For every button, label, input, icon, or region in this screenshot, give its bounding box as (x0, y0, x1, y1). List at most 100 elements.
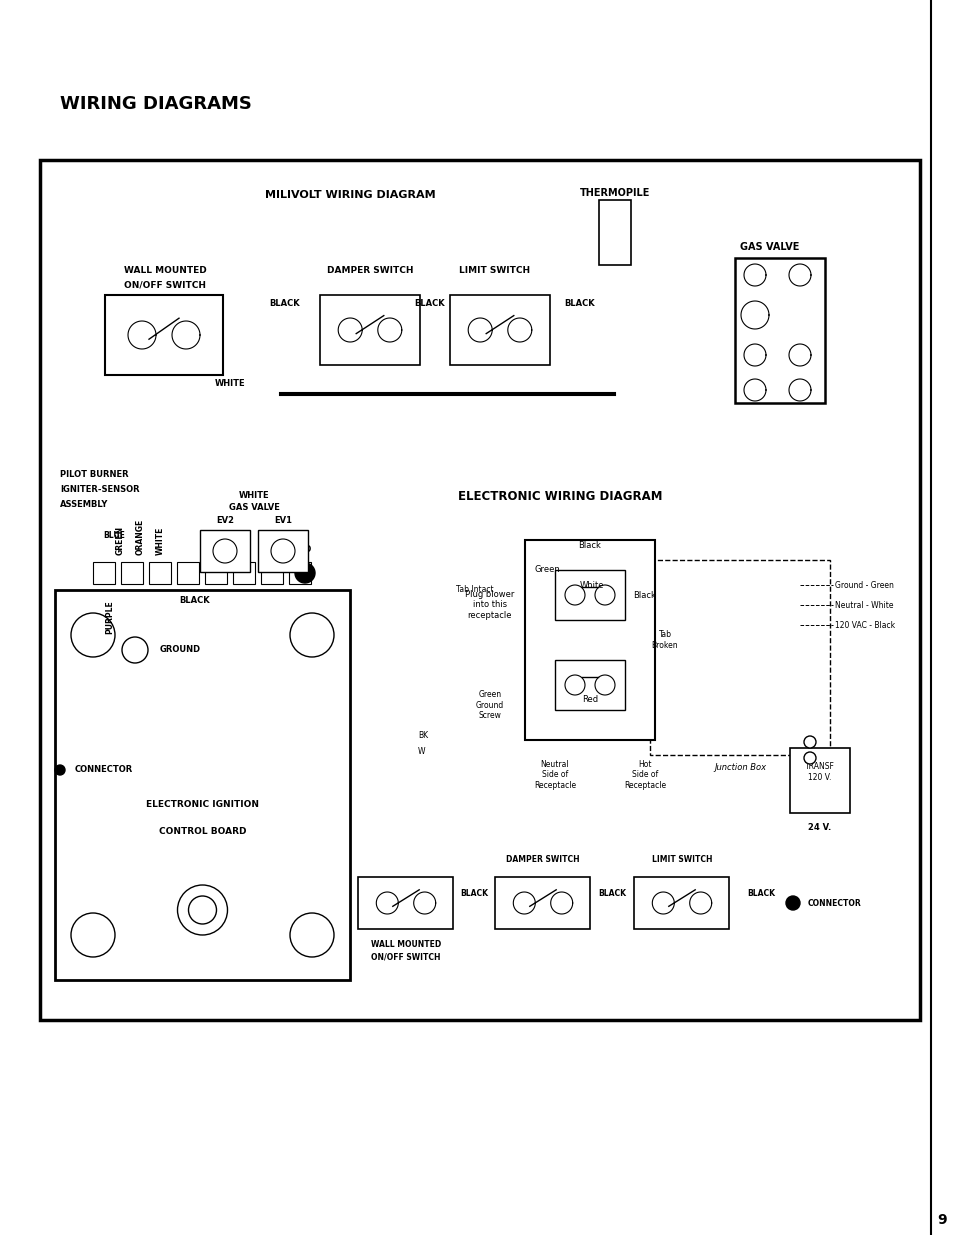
Text: 9: 9 (936, 1213, 945, 1228)
Text: 24 V.: 24 V. (807, 823, 831, 831)
Text: CONNECTOR: CONNECTOR (75, 766, 133, 774)
Text: W: W (417, 747, 425, 756)
Bar (789, 747, 849, 813)
Text: EV1: EV1 (274, 516, 292, 525)
Text: WHITE: WHITE (238, 492, 269, 500)
Text: Hot
Side of
Receptacle: Hot Side of Receptacle (623, 760, 665, 790)
Text: WHITE: WHITE (259, 546, 290, 555)
Circle shape (564, 585, 584, 605)
Text: Green: Green (535, 566, 560, 574)
Text: Neutral - White: Neutral - White (834, 600, 893, 610)
Text: PILOT BURNER: PILOT BURNER (60, 471, 129, 479)
Bar (598, 200, 630, 266)
Bar (450, 295, 550, 366)
Text: PURPLE: PURPLE (106, 600, 114, 634)
Bar (495, 877, 590, 929)
Bar (205, 562, 227, 584)
Bar (319, 295, 419, 366)
Text: WHITE: WHITE (155, 526, 164, 555)
Circle shape (189, 897, 216, 924)
Bar (280, 393, 615, 395)
Text: ASSEMBLY: ASSEMBLY (60, 500, 109, 509)
Text: BLACK: BLACK (460, 889, 488, 898)
Bar (55, 590, 350, 981)
Text: Tab Intact: Tab Intact (456, 585, 494, 594)
Bar (289, 562, 311, 584)
Text: Black: Black (633, 592, 656, 600)
Bar (634, 877, 729, 929)
Text: CONTROL BOARD: CONTROL BOARD (158, 827, 246, 836)
Text: BLACK: BLACK (415, 299, 445, 308)
Text: BLACK: BLACK (270, 299, 300, 308)
Circle shape (290, 613, 334, 657)
Circle shape (213, 538, 236, 563)
Text: White: White (579, 580, 604, 589)
Text: Ground - Green: Ground - Green (834, 580, 893, 589)
Text: IGNITER-SENSOR: IGNITER-SENSOR (60, 485, 139, 494)
Circle shape (177, 885, 227, 935)
Text: BLACK: BLACK (179, 597, 210, 605)
Circle shape (55, 764, 65, 776)
Text: ON/OFF SWITCH: ON/OFF SWITCH (371, 952, 440, 961)
Text: BLUE: BLUE (103, 531, 125, 540)
Circle shape (803, 736, 815, 748)
Bar (555, 659, 624, 710)
Circle shape (71, 613, 115, 657)
Circle shape (294, 563, 314, 583)
Bar (92, 562, 115, 584)
Text: GAS VALVE: GAS VALVE (229, 503, 279, 513)
Bar (200, 530, 250, 572)
Text: DAMPER SWITCH: DAMPER SWITCH (506, 855, 579, 864)
Text: Green
Ground
Screw: Green Ground Screw (476, 690, 503, 720)
Circle shape (803, 752, 815, 764)
Text: GREEN: GREEN (115, 526, 125, 555)
Text: GAS VALVE: GAS VALVE (740, 242, 799, 252)
Text: 120 VAC - Black: 120 VAC - Black (834, 620, 894, 630)
Bar (555, 571, 624, 620)
Bar (257, 530, 308, 572)
Bar (177, 562, 199, 584)
Text: TRANSF
120 V.: TRANSF 120 V. (804, 762, 834, 782)
Text: WALL MOUNTED: WALL MOUNTED (124, 266, 206, 275)
Text: ON/OFF SWITCH: ON/OFF SWITCH (124, 280, 206, 289)
Text: BLACK: BLACK (746, 889, 775, 898)
Text: GREEN LED: GREEN LED (263, 545, 311, 555)
Text: Black: Black (578, 541, 600, 550)
Bar (105, 295, 223, 375)
Circle shape (595, 585, 615, 605)
Circle shape (122, 637, 148, 663)
Text: WHITE: WHITE (214, 379, 245, 388)
Bar (40, 161, 919, 1020)
Text: EV2: EV2 (215, 516, 233, 525)
Circle shape (595, 676, 615, 695)
Text: WALL MOUNTED: WALL MOUNTED (371, 940, 440, 948)
Text: ORANGE: ORANGE (135, 519, 144, 555)
Circle shape (785, 897, 800, 910)
Text: Junction Box: Junction Box (713, 763, 765, 772)
Bar (734, 258, 824, 403)
Bar (233, 562, 254, 584)
Text: Neutral
Side of
Receptacle: Neutral Side of Receptacle (534, 760, 576, 790)
Text: GROUND: GROUND (160, 646, 201, 655)
Text: ELECTRONIC IGNITION: ELECTRONIC IGNITION (146, 800, 258, 809)
Bar (358, 877, 453, 929)
Text: BLACK: BLACK (564, 299, 595, 308)
Text: MILIVOLT WIRING DIAGRAM: MILIVOLT WIRING DIAGRAM (264, 190, 435, 200)
Text: WIRING DIAGRAMS: WIRING DIAGRAMS (60, 95, 252, 112)
Text: DAMPER SWITCH: DAMPER SWITCH (327, 266, 413, 275)
Text: CONNECTOR: CONNECTOR (807, 899, 861, 908)
Circle shape (71, 913, 115, 957)
Text: Plug blower
into this
receptacle: Plug blower into this receptacle (465, 590, 515, 620)
Bar (524, 540, 655, 740)
Text: LIMIT SWITCH: LIMIT SWITCH (459, 266, 530, 275)
Text: Red: Red (581, 695, 598, 704)
Circle shape (564, 676, 584, 695)
Text: BK: BK (417, 731, 428, 740)
Text: BLACK: BLACK (598, 889, 626, 898)
Circle shape (271, 538, 294, 563)
Bar (121, 562, 143, 584)
Text: ELECTRONIC WIRING DIAGRAM: ELECTRONIC WIRING DIAGRAM (457, 490, 661, 503)
Bar (261, 562, 283, 584)
Text: THERMOPILE: THERMOPILE (579, 188, 650, 198)
Text: Tab
Broken: Tab Broken (651, 630, 678, 650)
